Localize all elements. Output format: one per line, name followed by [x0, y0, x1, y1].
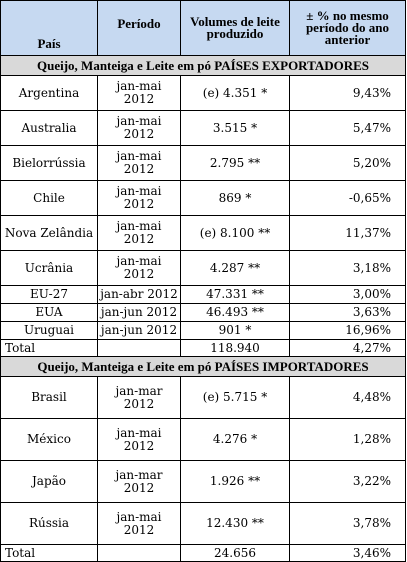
table-row: Nova Zelândia jan-mai 2012 (e) 8.100 ** …: [0, 215, 406, 251]
cell-pais: EU-27: [0, 285, 98, 304]
section-title-exportadores: Queijo, Manteiga e Leite em pó PAÍSES EX…: [0, 55, 406, 76]
cell-periodo: jan-mai 2012: [97, 418, 181, 461]
cell-periodo: jan-mai 2012: [97, 180, 181, 216]
table-row: Brasil jan-mar 2012 (e) 5.715 * 4,48%: [0, 376, 406, 419]
cell-pais: Brasil: [0, 376, 98, 419]
cell-variacao: 3,78%: [289, 502, 406, 545]
cell-periodo: jan-mai 2012: [97, 110, 181, 146]
table-row: Rússia jan-mai 2012 12.430 ** 3,78%: [0, 502, 406, 545]
cell-periodo: jan-mai 2012: [97, 75, 181, 111]
cell-variacao: -0,65%: [289, 180, 406, 216]
column-header-variacao: ± % no mesmo período do ano anterior: [289, 0, 406, 56]
header-row: País Período Volumes de leite produzido …: [0, 0, 406, 56]
table-row: Japão jan-mar 2012 1.926 ** 3,22%: [0, 460, 406, 503]
cell-volume: (e) 4.351 *: [180, 75, 290, 111]
section-header-importadores: Queijo, Manteiga e Leite em pó PAÍSES IM…: [0, 356, 406, 377]
cell-pais: Argentina: [0, 75, 98, 111]
cell-pais: Bielorrússia: [0, 145, 98, 181]
cell-variacao: 3,00%: [289, 285, 406, 304]
cell-total-label: Total: [0, 544, 98, 562]
cell-variacao: 11,37%: [289, 215, 406, 251]
cell-pais: Ucrânia: [0, 250, 98, 286]
column-header-volumes: Volumes de leite produzido: [180, 0, 290, 56]
cell-volume: 1.926 **: [180, 460, 290, 503]
cell-volume: 2.795 **: [180, 145, 290, 181]
cell-variacao: 3,63%: [289, 303, 406, 322]
cell-periodo: jan-mai 2012: [97, 250, 181, 286]
cell-periodo: jan-abr 2012: [97, 285, 181, 304]
cell-variacao: 1,28%: [289, 418, 406, 461]
table-row: México jan-mai 2012 4.276 * 1,28%: [0, 418, 406, 461]
cell-pais: México: [0, 418, 98, 461]
cell-periodo: jan-mai 2012: [97, 145, 181, 181]
cell-pais: Chile: [0, 180, 98, 216]
cell-periodo: jan-mai 2012: [97, 502, 181, 545]
cell-variacao: 4,48%: [289, 376, 406, 419]
table-row: Bielorrússia jan-mai 2012 2.795 ** 5,20%: [0, 145, 406, 181]
cell-total-volume: 118.940: [180, 339, 290, 357]
cell-total-volume: 24.656: [180, 544, 290, 562]
cell-total-periodo-empty: [97, 544, 181, 562]
cell-total-variacao: 3,46%: [289, 544, 406, 562]
cell-total-periodo-empty: [97, 339, 181, 357]
cell-volume: 901 *: [180, 321, 290, 340]
cell-pais: Nova Zelândia: [0, 215, 98, 251]
column-header-pais: País: [0, 0, 98, 56]
total-row-exportadores: Total 118.940 4,27%: [0, 339, 406, 357]
table-row: Australia jan-mai 2012 3.515 * 5,47%: [0, 110, 406, 146]
cell-variacao: 3,22%: [289, 460, 406, 503]
cell-variacao: 16,96%: [289, 321, 406, 340]
cell-pais: Uruguai: [0, 321, 98, 340]
table-row: Ucrânia jan-mai 2012 4.287 ** 3,18%: [0, 250, 406, 286]
table-row: EU-27 jan-abr 2012 47.331 ** 3,00%: [0, 285, 406, 304]
cell-periodo: jan-mai 2012: [97, 215, 181, 251]
cell-periodo: jan-mar 2012: [97, 460, 181, 503]
cell-pais: Japão: [0, 460, 98, 503]
cell-variacao: 3,18%: [289, 250, 406, 286]
cell-volume: 869 *: [180, 180, 290, 216]
table-row: EUA jan-jun 2012 46.493 ** 3,63%: [0, 303, 406, 322]
section-title-importadores: Queijo, Manteiga e Leite em pó PAÍSES IM…: [0, 356, 406, 377]
cell-volume: 4.276 *: [180, 418, 290, 461]
cell-volume: 3.515 *: [180, 110, 290, 146]
table-row: Chile jan-mai 2012 869 * -0,65%: [0, 180, 406, 216]
cell-total-variacao: 4,27%: [289, 339, 406, 357]
cell-volume: 4.287 **: [180, 250, 290, 286]
cell-variacao: 9,43%: [289, 75, 406, 111]
cell-pais: Rússia: [0, 502, 98, 545]
cell-pais: EUA: [0, 303, 98, 322]
cell-variacao: 5,47%: [289, 110, 406, 146]
cell-volume: 12.430 **: [180, 502, 290, 545]
cell-periodo: jan-mar 2012: [97, 376, 181, 419]
cell-total-label: Total: [0, 339, 98, 357]
cell-periodo: jan-jun 2012: [97, 303, 181, 322]
table-row: Uruguai jan-jun 2012 901 * 16,96%: [0, 321, 406, 340]
cell-volume: (e) 8.100 **: [180, 215, 290, 251]
cell-volume: 47.331 **: [180, 285, 290, 304]
cell-periodo: jan-jun 2012: [97, 321, 181, 340]
cell-volume: (e) 5.715 *: [180, 376, 290, 419]
cell-variacao: 5,20%: [289, 145, 406, 181]
cell-volume: 46.493 **: [180, 303, 290, 322]
section-header-exportadores: Queijo, Manteiga e Leite em pó PAÍSES EX…: [0, 55, 406, 76]
table-row: Argentina jan-mai 2012 (e) 4.351 * 9,43%: [0, 75, 406, 111]
cell-pais: Australia: [0, 110, 98, 146]
column-header-periodo: Período: [97, 0, 181, 56]
total-row-importadores: Total 24.656 3,46%: [0, 544, 406, 562]
